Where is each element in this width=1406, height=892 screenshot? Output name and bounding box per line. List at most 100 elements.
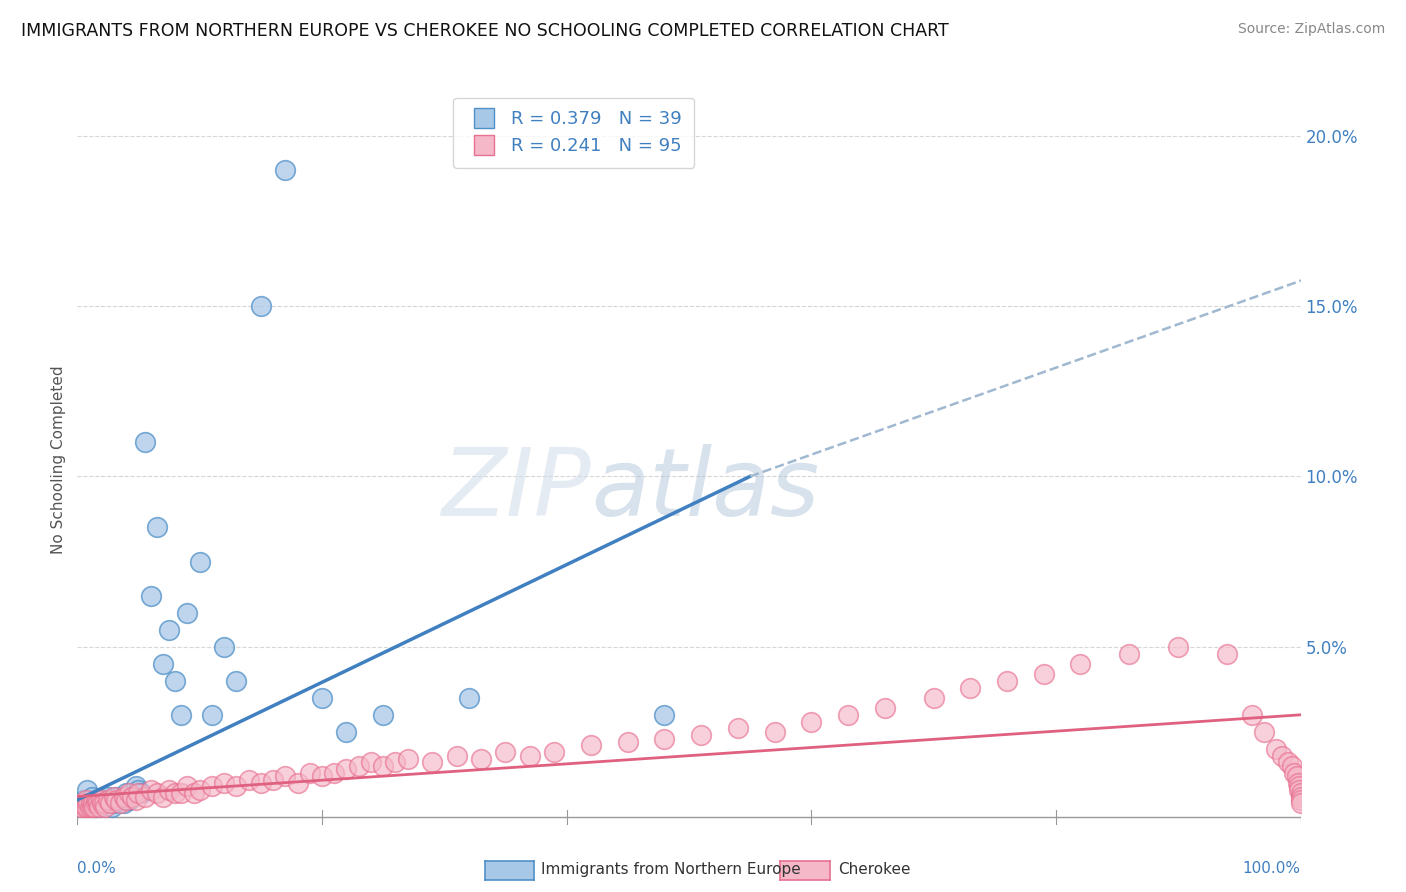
Point [1289, 786, 1312, 800]
Point [125, 793, 148, 807]
Point [105, 789, 128, 804]
Point [115, 786, 138, 800]
Point [1271, 748, 1294, 763]
Point [79, 797, 101, 811]
Point [1216, 647, 1239, 661]
Point [170, 786, 193, 800]
Point [727, 722, 749, 736]
Point [72, 797, 94, 811]
Point [112, 797, 135, 811]
Point [129, 786, 152, 800]
Point [97, 793, 120, 807]
Point [70, 799, 93, 814]
Point [84, 799, 107, 814]
Point [112, 789, 135, 804]
Point [298, 765, 321, 780]
Point [165, 673, 187, 688]
Point [97, 789, 120, 804]
Point [470, 752, 492, 766]
Point [183, 786, 205, 800]
Point [100, 799, 122, 814]
Point [176, 780, 198, 794]
Point [127, 782, 149, 797]
Point [93, 797, 115, 811]
Point [188, 555, 211, 569]
Point [371, 707, 394, 722]
Point [90, 793, 112, 807]
Point [225, 780, 247, 794]
Point [495, 745, 517, 759]
Point [922, 690, 945, 705]
Point [1032, 667, 1054, 681]
Point [1118, 647, 1140, 661]
Point [873, 701, 896, 715]
Point [1167, 640, 1189, 654]
Point [335, 762, 357, 776]
Point [77, 797, 100, 811]
Point [360, 756, 382, 770]
Point [250, 299, 273, 313]
Point [457, 690, 479, 705]
Point [800, 714, 823, 729]
Point [134, 435, 156, 450]
Point [1240, 707, 1263, 722]
Point [121, 789, 143, 804]
Point [105, 793, 128, 807]
Point [80, 797, 103, 811]
Text: 0.0%: 0.0% [77, 862, 117, 876]
Point [157, 623, 180, 637]
Point [94, 799, 117, 814]
Point [139, 782, 162, 797]
Point [238, 772, 260, 787]
Point [995, 673, 1018, 688]
Point [87, 797, 110, 811]
Point [212, 776, 235, 790]
Point [83, 799, 105, 814]
Point [125, 780, 148, 794]
Point [98, 797, 121, 811]
Point [201, 707, 224, 722]
Point [90, 797, 112, 811]
Point [371, 759, 394, 773]
Point [837, 707, 859, 722]
Point [519, 748, 541, 763]
Point [73, 799, 96, 814]
Point [75, 793, 97, 807]
Point [89, 799, 111, 814]
Point [250, 776, 273, 790]
Text: 100.0%: 100.0% [1243, 862, 1301, 876]
Point [311, 769, 333, 783]
Point [76, 799, 98, 814]
Point [384, 756, 406, 770]
Point [157, 782, 180, 797]
Point [1277, 756, 1299, 770]
Text: Source: ZipAtlas.com: Source: ZipAtlas.com [1237, 22, 1385, 37]
Point [188, 782, 211, 797]
Point [82, 797, 104, 811]
Point [108, 797, 131, 811]
Legend: R = 0.379   N = 39, R = 0.241   N = 95: R = 0.379 N = 39, R = 0.241 N = 95 [453, 97, 695, 168]
Point [1253, 724, 1275, 739]
Point [396, 752, 419, 766]
Point [79, 799, 101, 814]
Point [152, 789, 174, 804]
Point [1289, 789, 1312, 804]
Point [1286, 776, 1309, 790]
Text: Cherokee: Cherokee [838, 863, 911, 877]
Text: ZIP: ZIP [441, 444, 591, 535]
Point [80, 799, 103, 814]
Point [420, 756, 443, 770]
Point [212, 640, 235, 654]
Point [262, 772, 284, 787]
Point [1288, 782, 1310, 797]
Point [103, 797, 125, 811]
Point [170, 707, 193, 722]
Point [1281, 759, 1303, 773]
Point [287, 776, 309, 790]
Point [274, 162, 297, 177]
Point [201, 780, 224, 794]
Point [115, 793, 138, 807]
Point [1285, 769, 1308, 783]
Point [146, 520, 169, 534]
Point [311, 690, 333, 705]
